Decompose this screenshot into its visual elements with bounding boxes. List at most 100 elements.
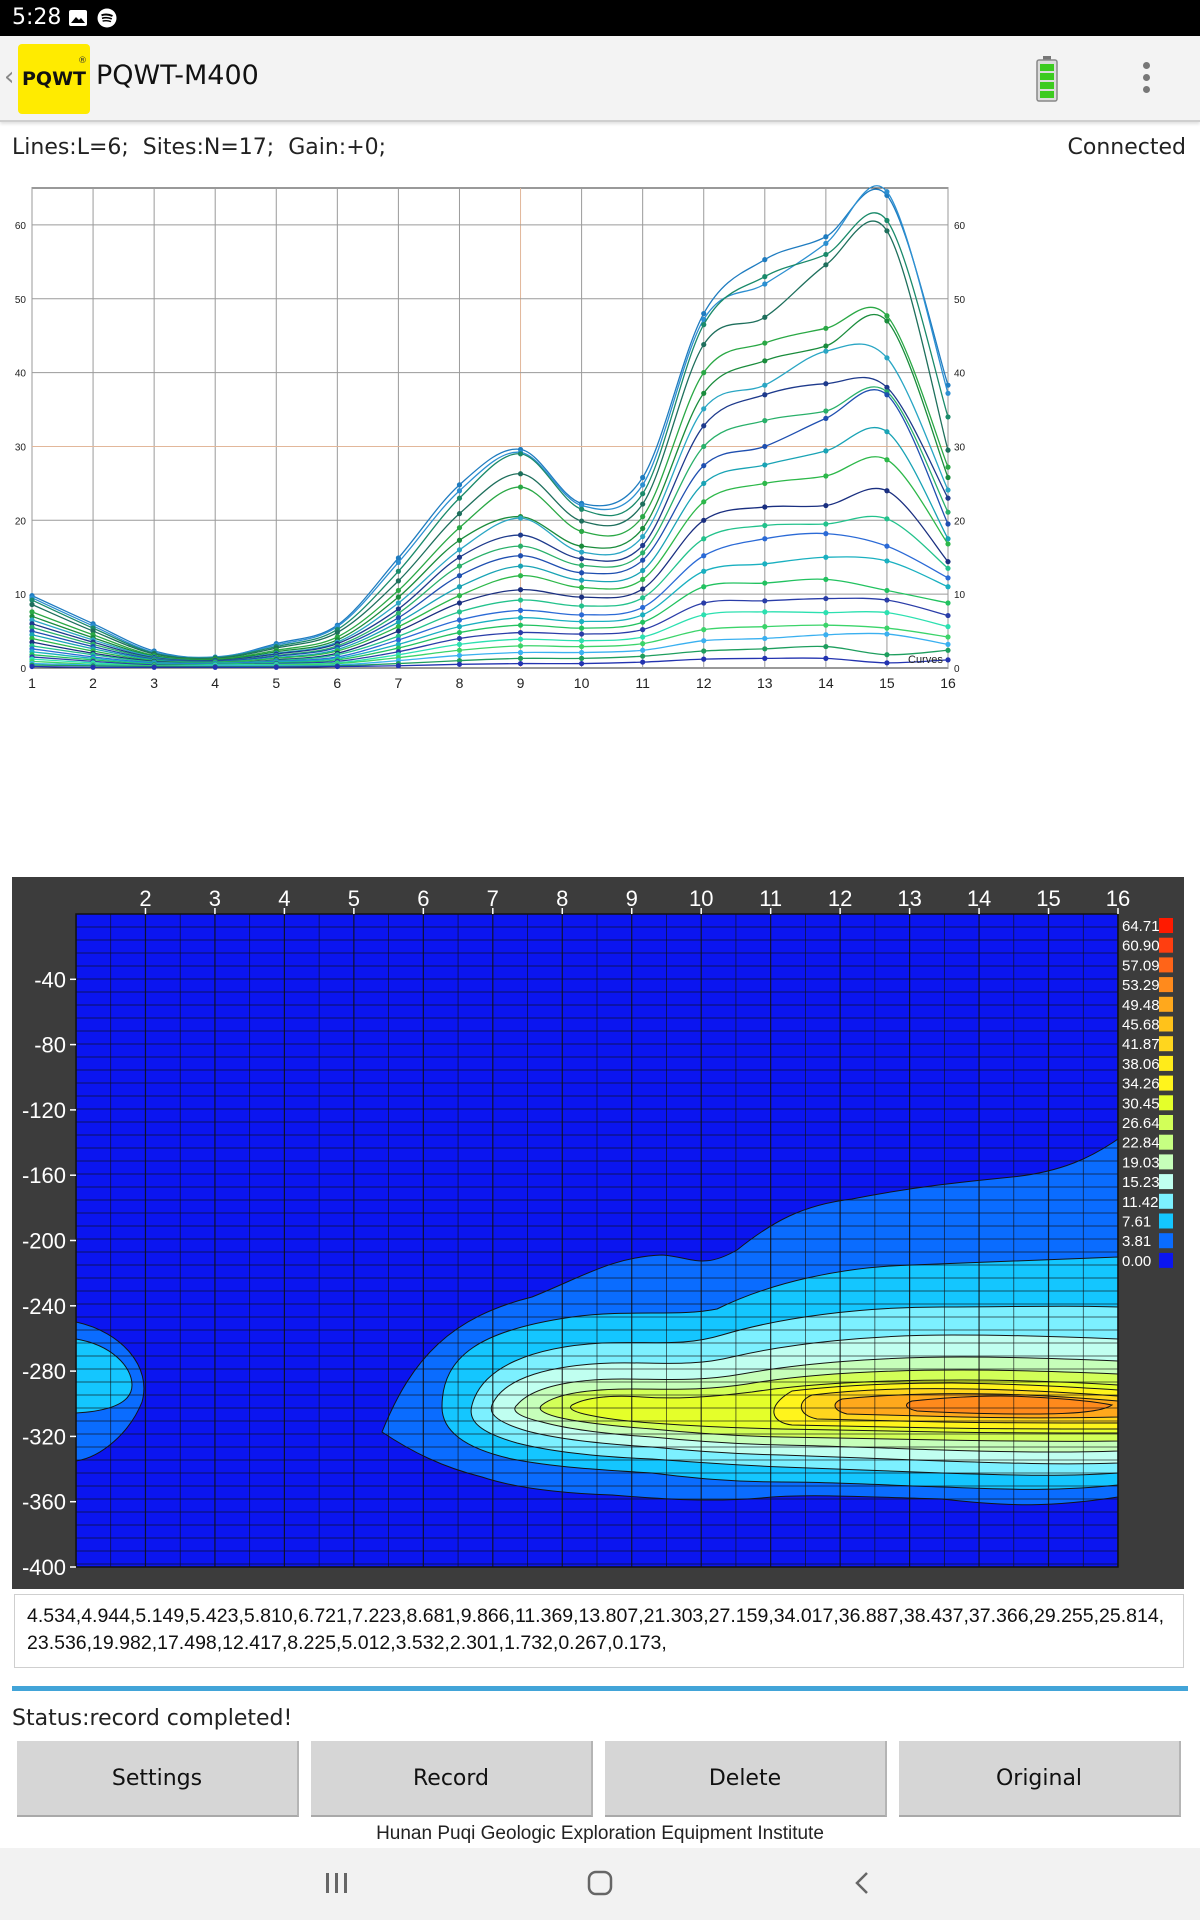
- overflow-menu-icon[interactable]: [1143, 62, 1153, 98]
- legend-swatch: [1159, 937, 1173, 953]
- data-point: [456, 629, 463, 636]
- data-point: [640, 647, 646, 653]
- x-tick-label: 10: [689, 886, 713, 911]
- data-point: [884, 587, 890, 594]
- legend-swatch: [1159, 1016, 1173, 1032]
- data-point: [701, 648, 707, 654]
- legend-swatch: [1159, 996, 1173, 1012]
- legend-value: 15.23: [1122, 1174, 1160, 1191]
- y-tick-label-right: 10: [954, 590, 966, 601]
- data-point: [517, 643, 524, 649]
- data-point: [395, 615, 401, 621]
- legend-value: 26.64: [1122, 1115, 1160, 1132]
- data-point: [823, 502, 829, 509]
- series-line: [31, 220, 949, 660]
- data-point: [762, 358, 768, 364]
- system-nav-bar: [0, 1848, 1200, 1920]
- x-tick-label: 13: [757, 675, 773, 691]
- data-point: [945, 559, 951, 565]
- app-bar: ‹ PQWT ® PQWT-M400: [0, 36, 1200, 122]
- data-point: [823, 473, 829, 479]
- settings-button[interactable]: Settings: [17, 1741, 299, 1817]
- data-point: [945, 509, 951, 515]
- data-point: [456, 547, 463, 553]
- data-point: [517, 615, 524, 621]
- data-point: [273, 664, 279, 670]
- data-point: [334, 629, 340, 636]
- delete-button[interactable]: Delete: [605, 1741, 887, 1817]
- x-tick-label: 14: [967, 886, 991, 911]
- legend-value: 22.84: [1122, 1135, 1160, 1152]
- y-tick-label: -160: [22, 1163, 66, 1188]
- data-point: [701, 600, 707, 606]
- data-point: [701, 310, 707, 317]
- data-point: [640, 595, 646, 601]
- y-tick-label: -120: [22, 1098, 66, 1123]
- data-point: [640, 641, 646, 647]
- data-point: [823, 381, 829, 387]
- legend-value: 41.87: [1122, 1036, 1160, 1053]
- x-tick-label: 5: [348, 886, 360, 911]
- recent-apps-icon[interactable]: [322, 1868, 352, 1898]
- record-button[interactable]: Record: [311, 1741, 593, 1817]
- x-tick-label: 2: [89, 675, 97, 691]
- data-point: [823, 415, 829, 421]
- legend-value: 49.48: [1122, 997, 1160, 1014]
- data-point: [579, 594, 585, 600]
- data-point: [884, 228, 890, 234]
- legend-swatch: [1159, 1213, 1173, 1229]
- data-point: [823, 643, 829, 650]
- data-point: [762, 382, 768, 388]
- data-point: [579, 655, 585, 661]
- data-point: [517, 622, 524, 628]
- data-point: [456, 584, 463, 590]
- data-point: [884, 429, 890, 435]
- contour-map-svg: 2 3 4 5 6 7 8 9 10 11 12 13 14 15 16 -40 -80 -120 -160 -200…: [22, 886, 1173, 1580]
- data-point: [884, 355, 890, 361]
- data-point: [823, 521, 829, 527]
- data-point: [579, 506, 585, 512]
- data-point: [579, 577, 585, 583]
- data-point: [579, 649, 585, 656]
- x-tick-label: 9: [626, 886, 638, 911]
- y-tick-label-right: 40: [954, 369, 966, 380]
- data-point: [884, 384, 890, 390]
- legend-swatch: [1159, 1134, 1173, 1150]
- data-point: [823, 448, 829, 454]
- original-button[interactable]: Original: [899, 1741, 1181, 1817]
- series-line: [31, 578, 949, 666]
- data-point: [945, 541, 951, 547]
- legend-swatch: [1159, 957, 1173, 973]
- data-point: [640, 482, 646, 488]
- data-point: [762, 504, 768, 510]
- data-point: [884, 543, 890, 549]
- series-line: [31, 212, 949, 659]
- data-point: [29, 628, 35, 634]
- system-status-bar: 5:28: [0, 0, 1200, 36]
- data-point: [945, 390, 951, 396]
- data-point: [640, 634, 646, 640]
- data-point: [395, 628, 401, 634]
- data-point: [579, 638, 585, 644]
- series-16: [29, 554, 951, 667]
- data-point: [945, 565, 951, 571]
- app-logo[interactable]: PQWT ®: [18, 44, 90, 114]
- x-tick-label: 2: [139, 886, 151, 911]
- data-point: [579, 603, 585, 609]
- series-23: [29, 655, 951, 670]
- data-point: [579, 612, 585, 618]
- back-icon[interactable]: [848, 1868, 878, 1898]
- contour-map: 2 3 4 5 6 7 8 9 10 11 12 13 14 15 16 -40 -80 -120 -160 -200…: [12, 877, 1184, 1589]
- x-tick-label: 15: [1036, 886, 1060, 911]
- data-point: [701, 370, 707, 376]
- x-tick-label: 3: [209, 886, 221, 911]
- series-5: [29, 306, 951, 662]
- data-point: [456, 624, 463, 630]
- data-point: [395, 587, 401, 594]
- data-point: [29, 632, 35, 638]
- legend-swatch: [1159, 1036, 1173, 1052]
- data-point: [395, 624, 401, 630]
- chevron-left-icon[interactable]: ‹: [4, 62, 15, 92]
- data-point: [701, 638, 707, 644]
- home-icon[interactable]: [585, 1868, 615, 1898]
